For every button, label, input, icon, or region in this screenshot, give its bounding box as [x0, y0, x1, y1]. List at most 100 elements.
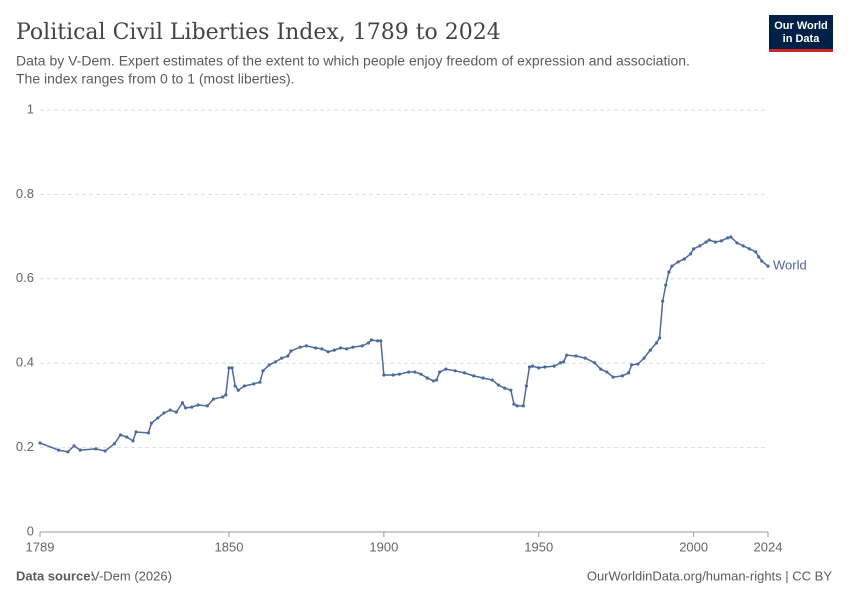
point: [512, 402, 516, 406]
point: [530, 364, 535, 368]
point: [286, 354, 290, 358]
point: [438, 370, 442, 374]
source-label: Data source:: [16, 568, 95, 583]
subtitle: The index ranges from 0 to 1 (most liber…: [16, 71, 295, 87]
point: [657, 336, 662, 340]
point: [78, 448, 82, 452]
point: [211, 397, 216, 401]
point: [490, 378, 494, 382]
point: [611, 375, 615, 379]
point: [205, 404, 209, 408]
point: [592, 361, 597, 365]
logo-text: Our World: [774, 20, 828, 32]
point: [496, 383, 501, 387]
x-tick-label: 2024: [754, 539, 783, 554]
point: [289, 349, 293, 353]
credit: OurWorldinData.org/human-rights | CC BY: [587, 568, 833, 583]
point: [425, 376, 429, 380]
point: [664, 283, 668, 287]
point: [692, 247, 696, 251]
point: [543, 365, 547, 369]
point: [509, 388, 513, 392]
series-line: [39, 236, 769, 453]
point: [648, 348, 652, 352]
point: [184, 406, 188, 410]
point: [174, 410, 178, 414]
point: [707, 238, 711, 242]
y-tick-label: 0: [27, 523, 34, 538]
point: [376, 339, 380, 343]
point: [605, 370, 609, 374]
x-tick-label: 1950: [524, 539, 553, 554]
point: [481, 376, 485, 380]
point: [190, 405, 194, 409]
y-tick-label: 0.4: [16, 355, 34, 370]
point: [558, 361, 563, 365]
point: [180, 401, 185, 405]
point: [626, 371, 631, 375]
point: [766, 264, 770, 268]
point: [667, 270, 671, 274]
point: [360, 344, 364, 348]
point: [760, 259, 764, 263]
point: [515, 404, 519, 408]
point: [369, 338, 374, 342]
point: [741, 244, 745, 248]
point: [688, 252, 693, 256]
point: [642, 356, 646, 360]
point: [146, 431, 151, 435]
point: [524, 384, 528, 388]
point: [338, 346, 343, 350]
point: [112, 442, 116, 446]
point: [149, 421, 154, 425]
point: [583, 356, 587, 360]
point: [527, 365, 532, 369]
point: [407, 370, 411, 374]
point: [125, 435, 129, 439]
point: [66, 450, 70, 454]
x-tick-label: 1789: [26, 539, 55, 554]
point: [280, 356, 284, 360]
point: [345, 347, 349, 351]
point: [56, 448, 61, 452]
point: [636, 362, 640, 366]
point: [453, 369, 457, 373]
x-tick-label: 1900: [369, 539, 398, 554]
point: [747, 247, 752, 251]
point: [419, 372, 423, 376]
point: [682, 257, 686, 261]
y-tick-label: 1: [27, 101, 34, 116]
x-tick-label: 1850: [215, 539, 244, 554]
point: [661, 299, 665, 303]
point: [242, 384, 247, 388]
point: [719, 239, 724, 243]
logo-bar: [769, 49, 833, 52]
point: [726, 236, 730, 240]
point: [252, 382, 256, 386]
point: [561, 360, 566, 364]
point: [273, 360, 278, 364]
point: [156, 416, 160, 420]
logo-text: in Data: [783, 33, 821, 45]
point: [676, 260, 680, 264]
point: [434, 378, 439, 382]
point: [326, 350, 330, 354]
point: [521, 404, 525, 408]
point: [72, 444, 76, 448]
y-tick-label: 0.2: [16, 439, 34, 454]
point: [503, 386, 507, 390]
point: [131, 439, 135, 443]
point: [462, 371, 467, 375]
point: [258, 380, 262, 384]
point: [261, 369, 265, 373]
logo-box: [769, 15, 833, 52]
point: [574, 354, 578, 358]
point: [444, 367, 448, 371]
point: [537, 366, 541, 370]
point: [236, 388, 240, 392]
point: [224, 393, 228, 397]
point: [118, 433, 123, 437]
point: [391, 373, 395, 377]
